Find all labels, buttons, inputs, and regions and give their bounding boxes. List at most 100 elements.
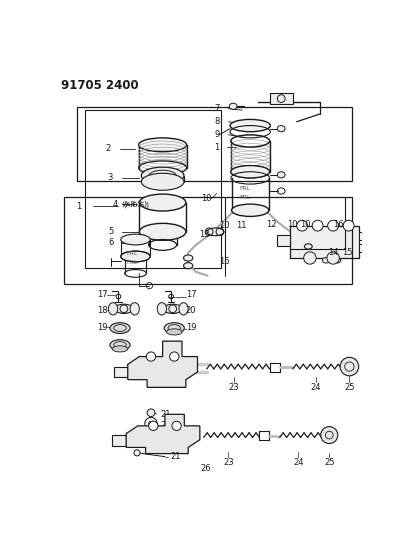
Text: 14: 14 — [327, 248, 337, 257]
Ellipse shape — [130, 303, 139, 315]
Text: 25: 25 — [323, 457, 334, 466]
Circle shape — [312, 220, 322, 231]
Bar — [269, 93, 292, 104]
Bar — [85, 110, 220, 268]
Ellipse shape — [322, 257, 329, 263]
Circle shape — [147, 409, 154, 417]
Text: 10: 10 — [201, 194, 211, 203]
Text: 23: 23 — [223, 457, 233, 466]
Text: 16: 16 — [332, 220, 343, 229]
Ellipse shape — [141, 167, 184, 184]
Text: 1: 1 — [214, 143, 219, 151]
Text: 19: 19 — [97, 323, 107, 332]
Text: 1: 1 — [76, 202, 81, 211]
Text: 2: 2 — [105, 144, 110, 153]
Ellipse shape — [230, 166, 269, 178]
Text: 5: 5 — [108, 227, 113, 236]
Ellipse shape — [183, 263, 192, 269]
Text: (A.B.S.): (A.B.S.) — [124, 201, 150, 208]
Ellipse shape — [112, 346, 128, 352]
Ellipse shape — [114, 304, 133, 313]
Circle shape — [148, 421, 158, 431]
Ellipse shape — [332, 257, 340, 263]
Ellipse shape — [206, 228, 223, 236]
Circle shape — [169, 352, 178, 361]
Polygon shape — [128, 341, 197, 387]
Text: 3: 3 — [107, 173, 112, 182]
Text: 18: 18 — [97, 306, 107, 315]
Text: FRL: FRL — [126, 251, 137, 256]
Text: 6: 6 — [108, 238, 113, 247]
Text: 19: 19 — [185, 323, 196, 332]
Ellipse shape — [164, 322, 184, 334]
Text: 24: 24 — [292, 457, 303, 466]
Text: 21: 21 — [170, 452, 180, 461]
Text: 25: 25 — [343, 383, 354, 392]
Bar — [358, 232, 364, 239]
Text: 8: 8 — [214, 117, 219, 126]
Text: 13: 13 — [198, 230, 209, 239]
Ellipse shape — [277, 126, 284, 132]
Ellipse shape — [138, 138, 186, 152]
Text: (A.B.S.): (A.B.S.) — [121, 201, 147, 207]
Text: 4: 4 — [112, 199, 117, 208]
Ellipse shape — [108, 303, 117, 315]
Circle shape — [362, 228, 373, 239]
Text: 12: 12 — [265, 220, 275, 229]
Ellipse shape — [139, 223, 185, 240]
Ellipse shape — [229, 119, 270, 132]
Bar — [290, 225, 358, 258]
Ellipse shape — [139, 194, 185, 211]
Text: 24: 24 — [310, 383, 320, 392]
Ellipse shape — [141, 173, 184, 190]
Bar — [276, 235, 290, 246]
Text: 21: 21 — [160, 410, 170, 419]
Ellipse shape — [109, 340, 130, 350]
Ellipse shape — [231, 204, 268, 216]
Ellipse shape — [178, 303, 188, 315]
Text: FRL: FRL — [239, 186, 250, 191]
Ellipse shape — [157, 303, 166, 315]
Circle shape — [144, 417, 157, 430]
Bar — [112, 435, 126, 446]
Circle shape — [146, 352, 155, 361]
Text: 26: 26 — [200, 464, 211, 473]
Ellipse shape — [109, 322, 130, 334]
Text: FRL: FRL — [126, 260, 137, 265]
Polygon shape — [126, 414, 199, 454]
Text: 91705 2400: 91705 2400 — [61, 79, 138, 92]
Ellipse shape — [229, 103, 237, 109]
Text: 9: 9 — [214, 130, 219, 139]
Bar — [358, 244, 364, 252]
Text: 10: 10 — [287, 220, 297, 229]
Text: 23: 23 — [228, 383, 239, 392]
Ellipse shape — [120, 234, 150, 245]
Text: 16: 16 — [219, 256, 229, 265]
Circle shape — [342, 220, 353, 231]
Ellipse shape — [277, 172, 284, 178]
Text: 20: 20 — [185, 306, 196, 315]
Circle shape — [339, 357, 358, 376]
Circle shape — [296, 220, 307, 231]
Circle shape — [303, 252, 315, 264]
Ellipse shape — [304, 244, 312, 249]
Text: 7: 7 — [214, 104, 219, 113]
Bar — [113, 367, 128, 377]
Text: 10: 10 — [299, 220, 310, 229]
Circle shape — [172, 421, 181, 431]
Text: 17: 17 — [185, 290, 196, 300]
Ellipse shape — [183, 255, 192, 261]
Text: 17: 17 — [97, 290, 107, 300]
Text: FRL: FRL — [239, 196, 250, 200]
Text: 11: 11 — [236, 221, 246, 230]
Text: 22: 22 — [160, 421, 170, 430]
Circle shape — [134, 450, 140, 456]
Circle shape — [362, 244, 373, 254]
Ellipse shape — [163, 304, 182, 313]
Ellipse shape — [120, 251, 150, 262]
Ellipse shape — [166, 329, 182, 335]
Circle shape — [327, 220, 338, 231]
Text: 15: 15 — [341, 248, 351, 257]
Bar — [77, 107, 352, 181]
Circle shape — [326, 252, 338, 264]
